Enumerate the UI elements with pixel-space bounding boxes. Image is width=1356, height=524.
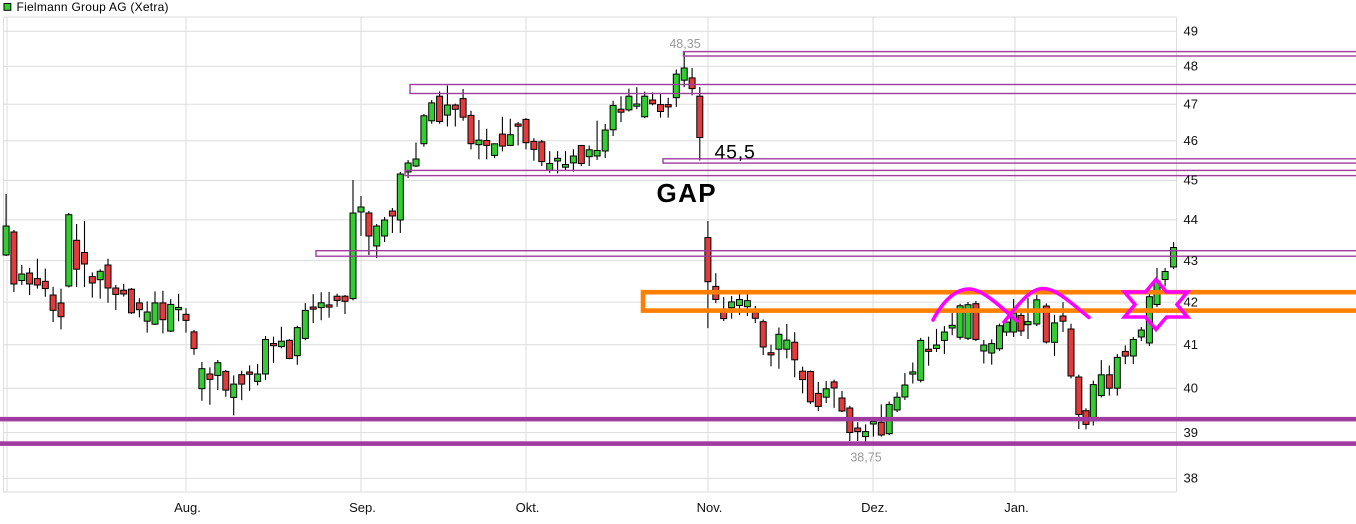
svg-text:Okt.: Okt.	[516, 500, 540, 515]
svg-text:43: 43	[1184, 253, 1198, 268]
svg-text:38: 38	[1184, 471, 1198, 486]
svg-text:47: 47	[1184, 96, 1198, 111]
svg-text:Jan.: Jan.	[1004, 500, 1029, 515]
svg-text:Sep.: Sep.	[349, 500, 376, 515]
svg-text:40: 40	[1184, 381, 1198, 396]
svg-text:Aug.: Aug.	[174, 500, 201, 515]
svg-text:38,75: 38,75	[850, 451, 881, 465]
svg-text:GAP: GAP	[657, 178, 718, 208]
svg-text:48,35: 48,35	[669, 37, 700, 51]
svg-text:45,5: 45,5	[715, 142, 756, 164]
svg-text:42: 42	[1184, 294, 1198, 309]
svg-text:49: 49	[1184, 24, 1198, 39]
svg-text:45: 45	[1184, 173, 1198, 188]
svg-text:48: 48	[1184, 59, 1198, 74]
svg-text:44: 44	[1184, 212, 1198, 227]
svg-text:39: 39	[1184, 425, 1198, 440]
svg-text:41: 41	[1184, 337, 1198, 352]
svg-text:Fielmann Group AG (Xetra): Fielmann Group AG (Xetra)	[17, 0, 169, 14]
svg-text:Dez.: Dez.	[861, 500, 888, 515]
svg-text:46: 46	[1184, 133, 1198, 148]
svg-text:Nov.: Nov.	[697, 500, 723, 515]
